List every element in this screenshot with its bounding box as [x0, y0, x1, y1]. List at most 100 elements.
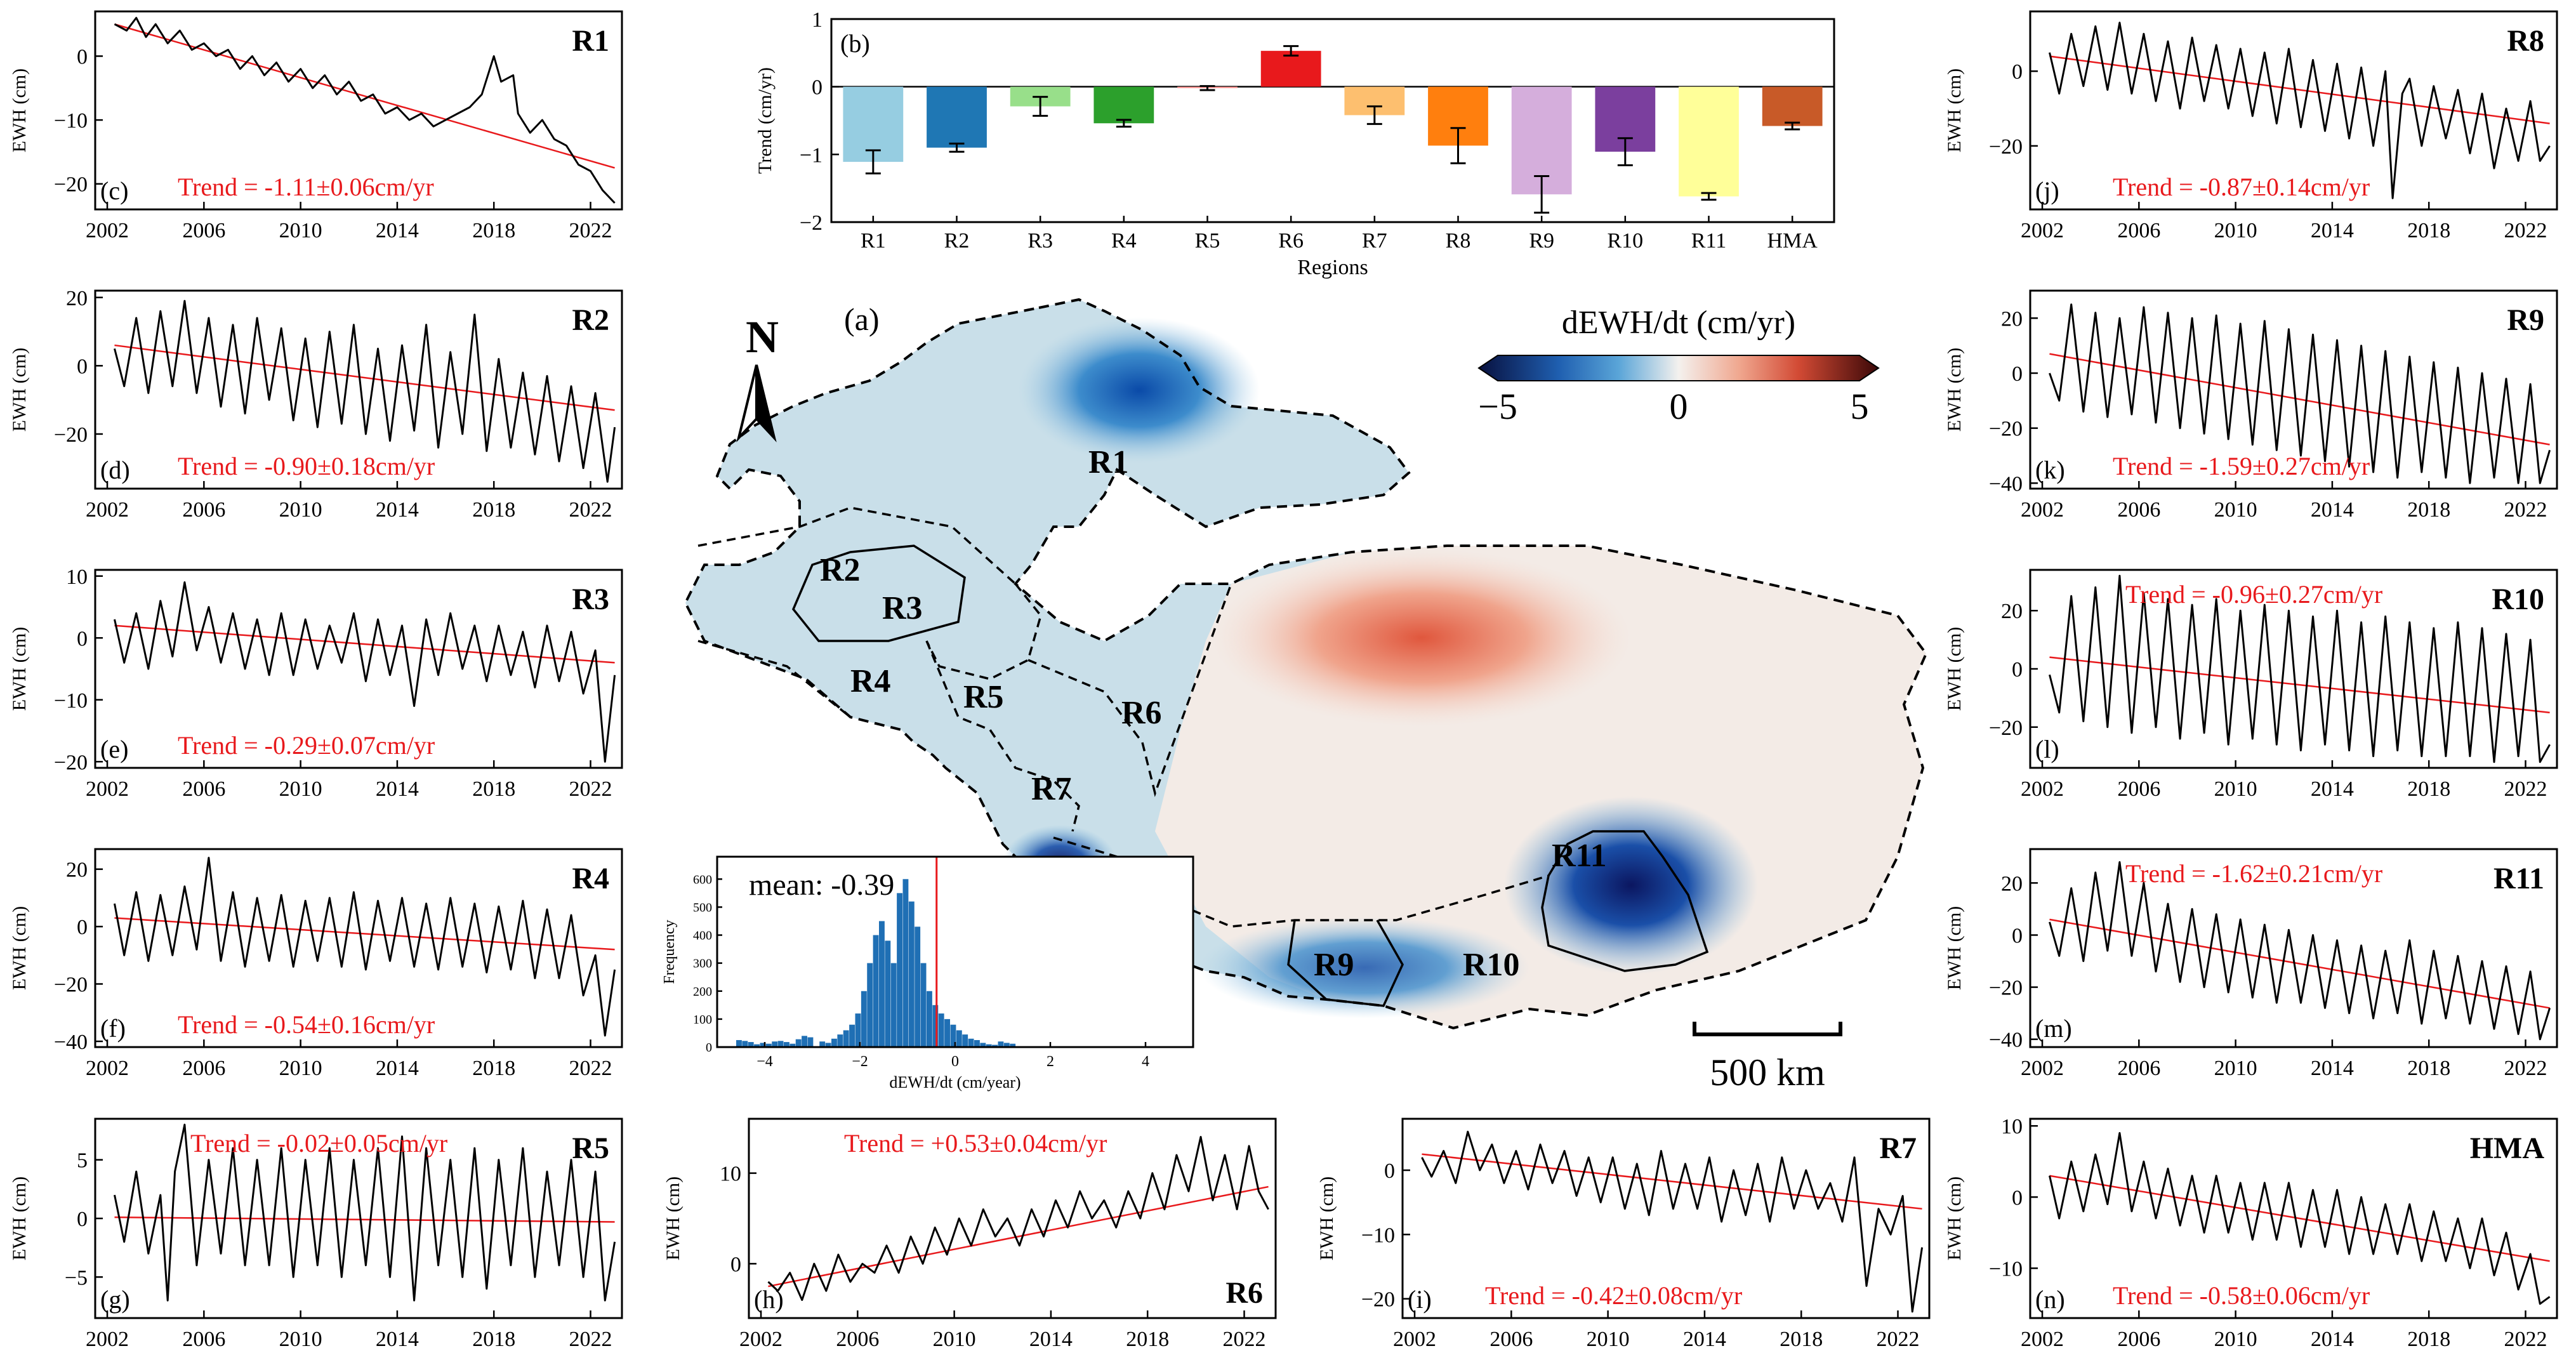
x-tick-label: 2006 — [182, 1057, 225, 1080]
hist-bin — [915, 927, 921, 1047]
x-tick-label: 2018 — [472, 219, 515, 242]
y-tick-label: 0 — [812, 76, 822, 100]
x-tick-label: 2010 — [2214, 1328, 2257, 1351]
plot-frame — [2029, 289, 2558, 490]
x-tick-label: 0 — [951, 1053, 959, 1070]
hist-bin — [974, 1039, 980, 1047]
hist-bin — [837, 1034, 843, 1047]
plot-frame — [2029, 848, 2558, 1048]
x-tick-label: 2010 — [2214, 498, 2257, 522]
hist-bin — [927, 991, 932, 1047]
trend-annotation: Trend = -1.59±0.27cm/yr — [2113, 452, 2370, 480]
hma-outer-boundary — [684, 298, 1928, 1030]
x-tick-label: 2006 — [2117, 1057, 2160, 1080]
y-tick-label: −40 — [54, 1031, 88, 1054]
north-arrow-icon: N — [736, 312, 779, 442]
y-tick-label: 300 — [693, 957, 712, 971]
region-name: R10 — [2492, 583, 2544, 616]
hist-bin — [992, 1045, 998, 1047]
panel-label: (m) — [2035, 1014, 2072, 1043]
x-tick-label: 2006 — [1489, 1328, 1533, 1351]
x-tick-label: 2022 — [2504, 1057, 2547, 1080]
hist-bin — [736, 1039, 742, 1047]
region-name: R5 — [572, 1131, 609, 1165]
panel-i: 2002 2006 2010 2014 2018 2022 0 −10 −20 EWH (cm) (… — [1307, 1107, 1948, 1369]
trend-line — [114, 23, 615, 169]
y-tick-label: −5 — [65, 1266, 88, 1290]
x-tick-label: 2018 — [472, 1057, 515, 1080]
trend-annotation: Trend = -0.02±0.05cm/yr — [190, 1129, 447, 1158]
x-tick-label: 2022 — [2504, 219, 2547, 242]
colorbar-tick-zero: 0 — [1670, 386, 1688, 427]
trend-line — [114, 624, 615, 664]
y-tick-label: 0 — [1384, 1159, 1395, 1183]
y-tick-label: 0 — [77, 1208, 88, 1231]
panel-n: 2002 2006 2010 2014 2018 2022 10 0 −10 EWH (cm) (n… — [1935, 1107, 2576, 1369]
hist-bin — [867, 963, 873, 1047]
hist-bin — [932, 1005, 939, 1047]
x-tick-label: 2006 — [182, 219, 225, 242]
y-tick-label: −10 — [54, 689, 88, 713]
x-tick-label: 2018 — [2407, 777, 2450, 801]
region-name: HMA — [2470, 1131, 2545, 1165]
y-axis-label: EWH (cm) — [1944, 348, 1965, 432]
y-tick-label: 0 — [706, 1041, 712, 1055]
y-axis-label: EWH (cm) — [1944, 1177, 1965, 1260]
y-tick-label: −20 — [1989, 135, 2023, 159]
panel-label: (j) — [2035, 176, 2059, 205]
r6-gain-hotspot — [1212, 549, 1631, 727]
plot-frame — [94, 289, 623, 490]
y-tick-label: −20 — [1989, 716, 2023, 740]
x-tick-label: 2022 — [569, 1328, 612, 1351]
plot-frame — [94, 848, 623, 1048]
x-tick-label: R8 — [1446, 229, 1471, 253]
hist-bin — [765, 1043, 772, 1047]
x-tick-label: R1 — [861, 229, 886, 253]
y-tick-label: 0 — [77, 627, 88, 650]
x-tick-label: 2014 — [376, 219, 419, 242]
x-tick-label: 2022 — [1223, 1328, 1266, 1351]
colorbar-title: dEWH/dt (cm/yr) — [1562, 305, 1795, 341]
trend-line — [2049, 656, 2550, 714]
panel-label: (b) — [840, 29, 870, 58]
x-tick-label: 2022 — [569, 777, 612, 801]
x-tick-label: 2002 — [86, 1328, 129, 1351]
x-tick-label: 2014 — [2311, 219, 2354, 242]
x-tick-label: 2010 — [279, 777, 322, 801]
x-tick-label: 2014 — [2311, 1057, 2354, 1080]
hist-bin — [897, 893, 902, 1047]
x-tick-label: 2002 — [2021, 498, 2064, 522]
x-tick-label: 2018 — [1126, 1328, 1169, 1351]
x-tick-label: 4 — [1142, 1053, 1149, 1070]
hist-bin — [1010, 1043, 1016, 1047]
x-tick-label: 2006 — [2117, 777, 2160, 801]
hist-bin — [760, 1043, 766, 1047]
trend-annotation: Trend = -0.42±0.08cm/yr — [1485, 1281, 1742, 1310]
y-axis-label: EWH (cm) — [9, 627, 30, 711]
trend-annotation: Trend = -0.54±0.16cm/yr — [178, 1010, 435, 1039]
y-tick-label: 0 — [77, 355, 88, 378]
y-axis-label: EWH (cm) — [9, 1177, 30, 1260]
x-tick-label: 2022 — [569, 1057, 612, 1080]
x-tick-label: 2022 — [2504, 777, 2547, 801]
x-tick-label: R6 — [1278, 229, 1304, 253]
region-name: R8 — [2507, 24, 2544, 58]
hist-bin — [843, 1030, 849, 1047]
x-tick-label: 2002 — [86, 1057, 129, 1080]
colorbar: dEWH/dt (cm/yr) −5 0 5 — [1477, 305, 1880, 427]
hist-bin — [855, 1013, 861, 1047]
x-tick-label: 2018 — [472, 777, 515, 801]
hist-bin — [861, 991, 867, 1047]
x-tick-label: 2002 — [86, 498, 129, 522]
y-axis-label: EWH (cm) — [1944, 627, 1965, 711]
plot-frame — [830, 18, 1835, 223]
panel-c: 2002 2006 2010 2014 2018 2022 0 −10 −20 EWH (cm) (… — [0, 0, 641, 260]
panel-k: 2002 2006 2010 2014 2018 2022 20 0 −20 −40 EWH (cm… — [1935, 279, 2576, 539]
x-tick-label: 2006 — [2117, 1328, 2160, 1351]
x-tick-label: 2022 — [2504, 498, 2547, 522]
x-tick-label: 2014 — [376, 1057, 419, 1080]
r11-loss-hotspot — [1504, 796, 1758, 974]
y-tick-label: 500 — [693, 900, 712, 914]
trend-line — [2049, 1175, 2550, 1262]
y-tick-label: −10 — [1989, 1258, 2023, 1281]
